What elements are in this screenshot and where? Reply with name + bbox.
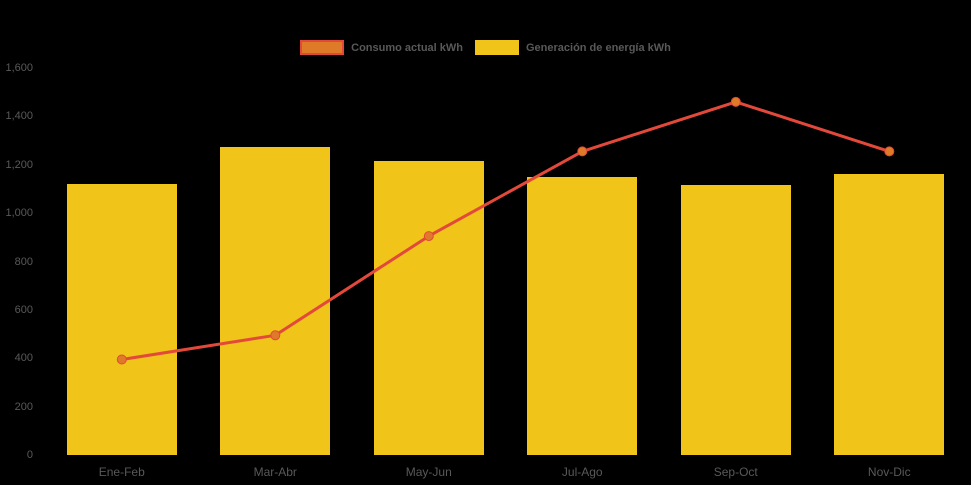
chart-legend: Consumo actual kWh Generación de energía… [0, 40, 971, 55]
y-tick-label: 0 [26, 449, 33, 461]
y-tick-label: 1,600 [5, 62, 33, 74]
legend-item-generacion[interactable]: Generación de energía kWh [474, 40, 671, 55]
plot-area [45, 68, 966, 455]
y-tick-label: 400 [14, 352, 33, 365]
consumo-line [120, 100, 891, 361]
generacion-bar-swatch-icon [474, 40, 519, 55]
legend-label-generacion: Generación de energía kWh [525, 41, 671, 54]
consumo-marker-Jul-Ago[interactable] [577, 146, 588, 157]
bar-Mar-Abr[interactable] [220, 146, 331, 455]
x-tick-label-Ene-Feb: Ene-Feb [98, 465, 145, 479]
bar-Ene-Feb[interactable] [66, 184, 177, 455]
bar-Sep-Oct[interactable] [680, 185, 791, 455]
x-tick-label-Mar-Abr: Mar-Abr [253, 465, 297, 479]
y-tick-label: 1,200 [5, 158, 33, 171]
x-tick-label-May-Jun: May-Jun [405, 465, 452, 479]
x-tick-label-Jul-Ago: Jul-Ago [561, 465, 603, 479]
x-tick-label-Nov-Dic: Nov-Dic [867, 465, 911, 479]
legend-label-consumo: Consumo actual kWh [351, 41, 463, 54]
consumo-line-swatch-icon [300, 40, 345, 55]
y-tick-label: 600 [14, 303, 33, 316]
consumo-marker-Sep-Oct[interactable] [730, 96, 741, 107]
bar-Nov-Dic[interactable] [834, 174, 945, 455]
consumo-marker-May-Jun[interactable] [423, 231, 434, 242]
x-tick-label-Sep-Oct: Sep-Oct [713, 465, 758, 479]
line-series [116, 96, 895, 365]
y-tick-label: 200 [14, 400, 33, 413]
legend-item-consumo[interactable]: Consumo actual kWh [300, 40, 463, 55]
consumo-marker-Nov-Dic[interactable] [884, 146, 895, 157]
y-tick-label: 1,400 [5, 110, 33, 123]
bar-May-Jun[interactable] [373, 161, 484, 455]
y-tick-label: 1,000 [5, 207, 33, 220]
bar-Jul-Ago[interactable] [527, 176, 638, 455]
y-tick-label: 800 [14, 255, 33, 268]
consumo-marker-Mar-Abr[interactable] [270, 330, 281, 341]
consumo-marker-Ene-Feb[interactable] [116, 354, 127, 365]
